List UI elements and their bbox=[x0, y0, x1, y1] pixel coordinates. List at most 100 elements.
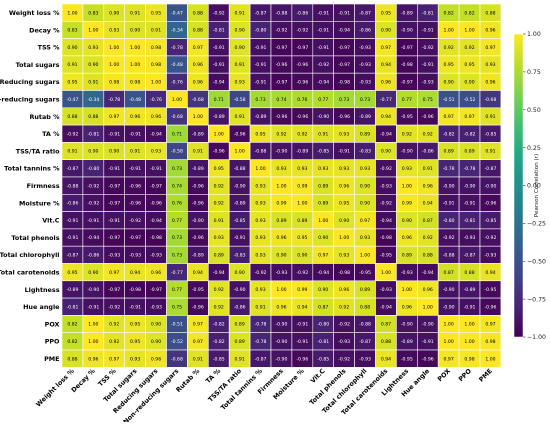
column-labels: Weight loss %Decay % TSS %Total sugarsRed… bbox=[34, 367, 493, 426]
cell-value-label: 0.82 bbox=[464, 10, 474, 16]
cell-value-label: 0.77 bbox=[318, 97, 328, 103]
cell-value-label: 1.00 bbox=[172, 97, 182, 103]
cell-value-label: 0.93 bbox=[255, 235, 265, 241]
colorbar-tick-label: −0.50 bbox=[527, 258, 546, 265]
cell-value-label: 0.76 bbox=[172, 201, 182, 207]
cell-value-label: -0.82 bbox=[464, 131, 476, 137]
cell-value-label: 0.99 bbox=[276, 201, 286, 207]
cell-value-label: -0.81 bbox=[87, 131, 99, 137]
cell-value-label: -0.93 bbox=[380, 287, 392, 293]
cell-value-label: -0.95 bbox=[359, 270, 371, 276]
cell-value-label: 0.94 bbox=[381, 356, 391, 362]
cell-value-label: 0.97 bbox=[444, 356, 454, 362]
cell-value-label: 0.95 bbox=[130, 339, 140, 345]
cell-value-label: -0.90 bbox=[276, 356, 288, 362]
cell-value-label: -0.96 bbox=[150, 201, 162, 207]
cell-value-label: 0.88 bbox=[485, 10, 495, 16]
cell-value-label: -0.91 bbox=[317, 10, 329, 16]
cell-value-label: 0.75 bbox=[423, 97, 433, 103]
cell-value-label: 0.94 bbox=[130, 270, 140, 276]
cell-value-label: -0.88 bbox=[276, 10, 288, 16]
cell-value-label: -0.96 bbox=[296, 114, 308, 120]
cell-value-label: 0.96 bbox=[339, 183, 349, 189]
cell-value-label: -0.93 bbox=[338, 339, 350, 345]
cell-value-label: 0.98 bbox=[109, 79, 119, 85]
cell-value-label: -0.97 bbox=[338, 45, 350, 51]
cell-value-label: 0.96 bbox=[151, 270, 161, 276]
cell-value-label: -0.85 bbox=[485, 131, 497, 137]
cell-value-label: -0.92 bbox=[213, 10, 225, 16]
cell-value-label: -0.34 bbox=[171, 28, 183, 34]
cell-value-label: 0.96 bbox=[151, 114, 161, 120]
cell-value-label: -0.88 bbox=[67, 183, 79, 189]
cell-value-label: -0.91 bbox=[317, 28, 329, 34]
cell-value-label: -0.81 bbox=[317, 339, 329, 345]
cell-value-label: 1.00 bbox=[360, 252, 370, 258]
cell-value-label: -0.80 bbox=[317, 322, 329, 328]
cell-value-label: -0.94 bbox=[150, 218, 162, 224]
cell-value-label: 0.95 bbox=[255, 131, 265, 137]
cell-value-label: 0.95 bbox=[214, 166, 224, 172]
cell-value-label: -0.96 bbox=[129, 183, 141, 189]
cell-value-label: -0.97 bbox=[401, 45, 413, 51]
cell-value-label: 0.93 bbox=[339, 166, 349, 172]
cell-value-label: 0.90 bbox=[318, 235, 328, 241]
row-label: Vit.C bbox=[42, 217, 60, 225]
cell-value-label: 0.97 bbox=[381, 45, 391, 51]
cell-value-label: 1.00 bbox=[214, 131, 224, 137]
cell-value-label: -0.91 bbox=[422, 28, 434, 34]
cell-value-label: -0.97 bbox=[108, 201, 120, 207]
cell-value-label: -0.91 bbox=[87, 304, 99, 310]
cell-value-label: -0.87 bbox=[359, 339, 371, 345]
cell-value-label: 0.83 bbox=[88, 10, 98, 16]
cell-value-label: 0.98 bbox=[485, 339, 495, 345]
cell-value-label: 0.97 bbox=[109, 270, 119, 276]
cell-value-label: 0.90 bbox=[235, 270, 245, 276]
cell-value-label: -0.90 bbox=[401, 28, 413, 34]
cell-value-label: -0.87 bbox=[67, 252, 79, 258]
cell-value-label: 0.93 bbox=[402, 166, 412, 172]
cell-value-label: 0.92 bbox=[464, 45, 474, 51]
cell-value-label: 0.82 bbox=[67, 339, 77, 345]
cell-value-label: 0.90 bbox=[88, 270, 98, 276]
row-label: Non-reducing sugars bbox=[0, 95, 60, 103]
cell-value-label: 0.93 bbox=[255, 287, 265, 293]
cell-value-label: -0.91 bbox=[67, 218, 79, 224]
cell-value-label: -0.90 bbox=[234, 287, 246, 293]
cell-value-label: 0.95 bbox=[464, 62, 474, 68]
cell-value-label: -0.94 bbox=[380, 131, 392, 137]
cell-value-label: 0.91 bbox=[130, 149, 140, 155]
cell-value-label: -0.92 bbox=[87, 183, 99, 189]
cell-value-label: -0.98 bbox=[338, 270, 350, 276]
row-label: TA % bbox=[42, 130, 60, 138]
column-label: Vit.C bbox=[309, 367, 327, 385]
cell-value-label: -0.92 bbox=[296, 270, 308, 276]
cell-value-label: 0.91 bbox=[318, 131, 328, 137]
cell-value-label: 1.00 bbox=[151, 79, 161, 85]
cell-value-label: -0.76 bbox=[150, 97, 162, 103]
cell-value-label: -0.78 bbox=[108, 97, 120, 103]
cell-value-label: 0.91 bbox=[88, 79, 98, 85]
cell-value-label: -0.93 bbox=[485, 252, 497, 258]
cell-value-label: 0.77 bbox=[402, 97, 412, 103]
cell-value-label: 0.75 bbox=[172, 304, 182, 310]
cell-value-label: 0.92 bbox=[109, 339, 119, 345]
cell-value-label: 1.00 bbox=[297, 201, 307, 207]
cell-value-label: -0.93 bbox=[150, 252, 162, 258]
cell-value-label: -0.91 bbox=[338, 149, 350, 155]
cell-value-label: 1.00 bbox=[339, 235, 349, 241]
cell-value-label: -0.90 bbox=[443, 183, 455, 189]
cell-value-label: 0.93 bbox=[214, 235, 224, 241]
cell-value-label: 0.90 bbox=[130, 28, 140, 34]
column-label: TA % bbox=[204, 367, 222, 385]
cell-value-label: -0.52 bbox=[464, 97, 476, 103]
cell-value-label: 0.90 bbox=[444, 79, 454, 85]
cell-value-label: 0.90 bbox=[402, 218, 412, 224]
cell-value-label: 0.93 bbox=[360, 235, 370, 241]
cell-value-label: 0.90 bbox=[151, 322, 161, 328]
cell-value-label: -0.96 bbox=[422, 356, 434, 362]
row-label: Total phenols bbox=[11, 234, 59, 242]
cell-value-label: -0.95 bbox=[485, 287, 497, 293]
row-label: Total tannins % bbox=[4, 165, 60, 173]
cell-value-label: -0.92 bbox=[443, 235, 455, 241]
